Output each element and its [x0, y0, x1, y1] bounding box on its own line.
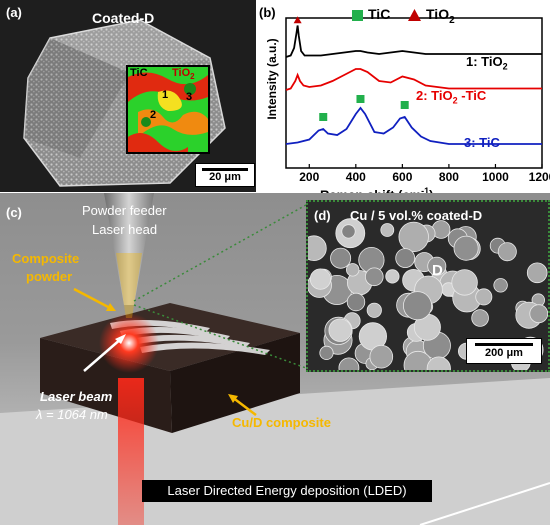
tic-peak-marker [319, 113, 328, 121]
laser-beam-label: Laser beam [40, 389, 113, 404]
laser-head-label: Laser head [92, 222, 158, 237]
particle [369, 344, 394, 369]
map-label-tic: TiC [130, 67, 148, 79]
x-tick-label: 200 [299, 170, 319, 184]
diamond-label: D [432, 262, 443, 279]
panel-d-title: Cu / 5 vol.% coated-D [350, 208, 483, 223]
particle [380, 223, 395, 237]
composite-powder-label-line2: powder [26, 269, 73, 284]
particle [338, 357, 360, 370]
particle [341, 224, 356, 239]
panel-a-title: Coated-D [92, 10, 155, 26]
scale-bar-a-text: 20 μm [209, 171, 241, 183]
powder-feeder-label: Powder feeder [82, 203, 167, 218]
particle [451, 269, 478, 296]
tic-peak-marker [356, 95, 365, 103]
legend-tio2-marker [408, 9, 421, 21]
tio2-peak-marker [293, 16, 302, 24]
particle [426, 356, 451, 370]
region-2-label: 2 [150, 109, 157, 121]
particle [398, 221, 429, 253]
curve-label-2: 2: TiO2 -TiC [416, 88, 487, 106]
panel-a-label: (a) [6, 5, 22, 20]
particle [395, 248, 416, 268]
particle [385, 269, 400, 284]
series-line-3 [285, 106, 542, 145]
region-3-label: 3 [186, 91, 193, 103]
particle [475, 288, 493, 306]
scale-bar-a: 20 μm [195, 163, 255, 187]
ldded-scene [0, 193, 550, 525]
particle [309, 268, 331, 290]
particle [526, 262, 548, 284]
region-1-label: 1 [162, 89, 169, 101]
ldded-caption: Laser Directed Energy deposition (LDED) [142, 480, 432, 502]
legend-tic-marker [352, 10, 363, 21]
composite-powder-label-line1: Composite [12, 251, 80, 266]
curve-label-1: 1: TiO2 [466, 54, 508, 72]
particle [346, 292, 366, 312]
tic-peak-marker [400, 101, 409, 109]
plot-frame [285, 17, 543, 169]
particle [366, 302, 382, 318]
panel-c-label: (c) [6, 205, 22, 220]
raman-chart: 200 400 600 800 1000 1200 [285, 16, 550, 184]
particle [328, 318, 352, 342]
particle [319, 345, 334, 360]
particle [497, 242, 517, 262]
particle [403, 291, 433, 321]
series-line-2 [285, 68, 542, 91]
map-label-tio2: TiO2 [172, 67, 195, 82]
curve-label-3: 3: TiC [464, 135, 500, 150]
particle [493, 278, 508, 293]
eds-map-inset: TiC TiO2 1 2 3 [126, 65, 210, 154]
wavelength-label: λ = 1064 nm [36, 407, 108, 422]
particle [471, 309, 489, 327]
particle [427, 256, 447, 276]
scale-bar-d-text: 200 μm [485, 347, 523, 359]
x-tick-label: 600 [392, 170, 412, 184]
x-tick-label: 1200 [529, 170, 550, 184]
x-tick-label: 1000 [482, 170, 509, 184]
cu-d-composite-label: Cu/D composite [232, 415, 331, 430]
panel-b-label: (b) [259, 5, 276, 20]
cu-particles-sem [308, 218, 548, 370]
particle [365, 267, 384, 287]
series-line-1 [285, 25, 542, 58]
sem-panel-a: (a) Coated-D TiC TiO2 1 2 3 20 μm [0, 0, 256, 192]
particle [529, 304, 548, 324]
particle [453, 235, 479, 261]
y-axis-label: Intensity (a.u.) [265, 38, 279, 120]
legend-tic-label: TiC [368, 6, 391, 22]
x-tick-label: 800 [439, 170, 459, 184]
x-tick-label: 400 [346, 170, 366, 184]
raman-panel-b: (b) 200 400 600 800 1000 1200 TiC TiO2 1: TiO… [256, 0, 550, 205]
panel-d-label: (d) [314, 208, 331, 223]
particle [330, 247, 352, 269]
ldded-schematic-panel-c: (c) Powder feeder Laser head Composite p… [0, 193, 550, 525]
scale-bar-d: 200 μm [466, 338, 542, 364]
legend-tio2-label: TiO2 [426, 6, 455, 26]
eds-map-image [128, 67, 208, 152]
particle [346, 263, 360, 277]
particle [308, 235, 327, 261]
